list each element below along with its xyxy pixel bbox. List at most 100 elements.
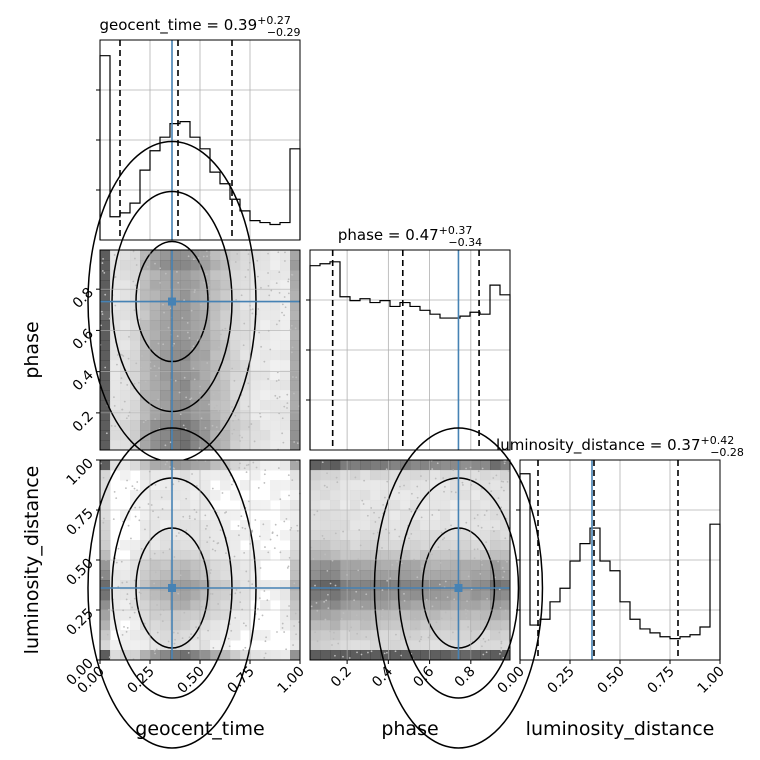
- sample-point: [291, 346, 294, 349]
- sample-point: [276, 631, 278, 633]
- sample-point: [175, 535, 178, 537]
- density-cell: [100, 530, 111, 541]
- density-cell: [220, 330, 231, 341]
- density-cell: [140, 350, 151, 361]
- sample-point: [480, 526, 483, 529]
- density-cell: [290, 610, 301, 621]
- sample-point: [350, 626, 353, 629]
- sample-point: [473, 548, 476, 551]
- density-cell: [270, 330, 281, 341]
- sample-point: [408, 537, 410, 540]
- sample-point: [287, 292, 290, 295]
- density-cell: [280, 420, 291, 431]
- density-cell: [130, 620, 141, 631]
- density-cell: [190, 320, 201, 331]
- density-cell: [410, 520, 421, 531]
- sample-point: [245, 471, 248, 474]
- panel-frame: [99, 249, 301, 451]
- sample-point: [110, 424, 113, 427]
- density-cell: [290, 590, 301, 601]
- y-tick-label: 0.6: [70, 326, 97, 353]
- sample-point: [182, 515, 185, 518]
- sample-point: [355, 614, 358, 617]
- density-cell: [140, 490, 151, 501]
- density-cell: [350, 560, 361, 571]
- sample-point: [103, 517, 105, 520]
- density-cell: [170, 390, 181, 401]
- density-cell: [290, 410, 301, 421]
- density-cell: [500, 510, 511, 521]
- density-cell: [140, 390, 151, 401]
- sample-point: [485, 651, 488, 654]
- density-cell: [160, 550, 171, 561]
- density-cell: [200, 400, 211, 411]
- sample-point: [173, 642, 176, 645]
- sample-point: [138, 519, 141, 522]
- density-cell: [280, 400, 291, 411]
- density-cell: [290, 640, 301, 651]
- sample-point: [200, 417, 203, 420]
- sample-point: [104, 293, 107, 296]
- marginal-panel-luminosity_distance: luminosity_distance = 0.37+0.42 −0.28: [496, 434, 744, 661]
- density-cell: [480, 490, 491, 501]
- density-cell: [240, 400, 251, 411]
- density-cell: [480, 580, 491, 591]
- sample-point: [370, 507, 373, 509]
- sample-point: [287, 565, 290, 568]
- density-cell: [170, 280, 181, 291]
- sample-point: [218, 346, 220, 349]
- sample-point: [173, 342, 176, 345]
- x-tick-label: 1.00: [274, 664, 307, 697]
- density-cell: [140, 290, 151, 301]
- density-cell: [350, 470, 361, 481]
- density-cell: [260, 520, 271, 531]
- density-cell: [390, 630, 401, 641]
- density-cell: [500, 500, 511, 511]
- sample-point: [290, 273, 293, 276]
- density-cell: [120, 310, 131, 321]
- sample-point: [462, 484, 464, 486]
- density-cell: [330, 540, 341, 551]
- sample-point: [146, 265, 149, 268]
- density-cell: [490, 540, 501, 551]
- sample-point: [291, 479, 294, 482]
- sample-point: [136, 489, 138, 492]
- density-cell: [170, 410, 181, 421]
- density-cell: [240, 330, 251, 341]
- y-tick-label: 1.00: [63, 456, 96, 489]
- density-cell: [100, 440, 111, 451]
- density-cell: [400, 550, 411, 561]
- sample-point: [167, 326, 170, 329]
- density-cell: [280, 370, 291, 381]
- density-cell: [280, 360, 291, 371]
- sample-point: [277, 379, 280, 382]
- sample-point: [163, 311, 165, 314]
- density-cell: [130, 410, 141, 421]
- density-cell: [150, 410, 161, 421]
- sample-point: [342, 612, 345, 615]
- sample-point: [216, 542, 219, 545]
- density-cell: [360, 510, 371, 521]
- sample-point: [335, 476, 338, 479]
- density-cell: [280, 380, 291, 391]
- sample-point: [186, 331, 189, 334]
- density-cell: [450, 530, 461, 541]
- density-cell: [500, 630, 511, 641]
- sample-point: [157, 516, 160, 519]
- sample-point: [274, 523, 277, 526]
- density-cell: [180, 250, 191, 261]
- density-cell: [120, 410, 131, 421]
- density-cell: [270, 490, 281, 501]
- density-cell: [200, 300, 211, 311]
- sample-point: [323, 600, 326, 603]
- density-cell: [110, 420, 121, 431]
- density-cell: [370, 470, 381, 481]
- density-cell: [190, 370, 201, 381]
- density-cell: [470, 520, 481, 531]
- sample-point: [213, 406, 216, 409]
- density-cell: [340, 500, 351, 511]
- sample-point: [263, 360, 266, 363]
- density-cell: [280, 340, 291, 351]
- density-cell: [440, 490, 451, 501]
- sample-point: [127, 414, 130, 417]
